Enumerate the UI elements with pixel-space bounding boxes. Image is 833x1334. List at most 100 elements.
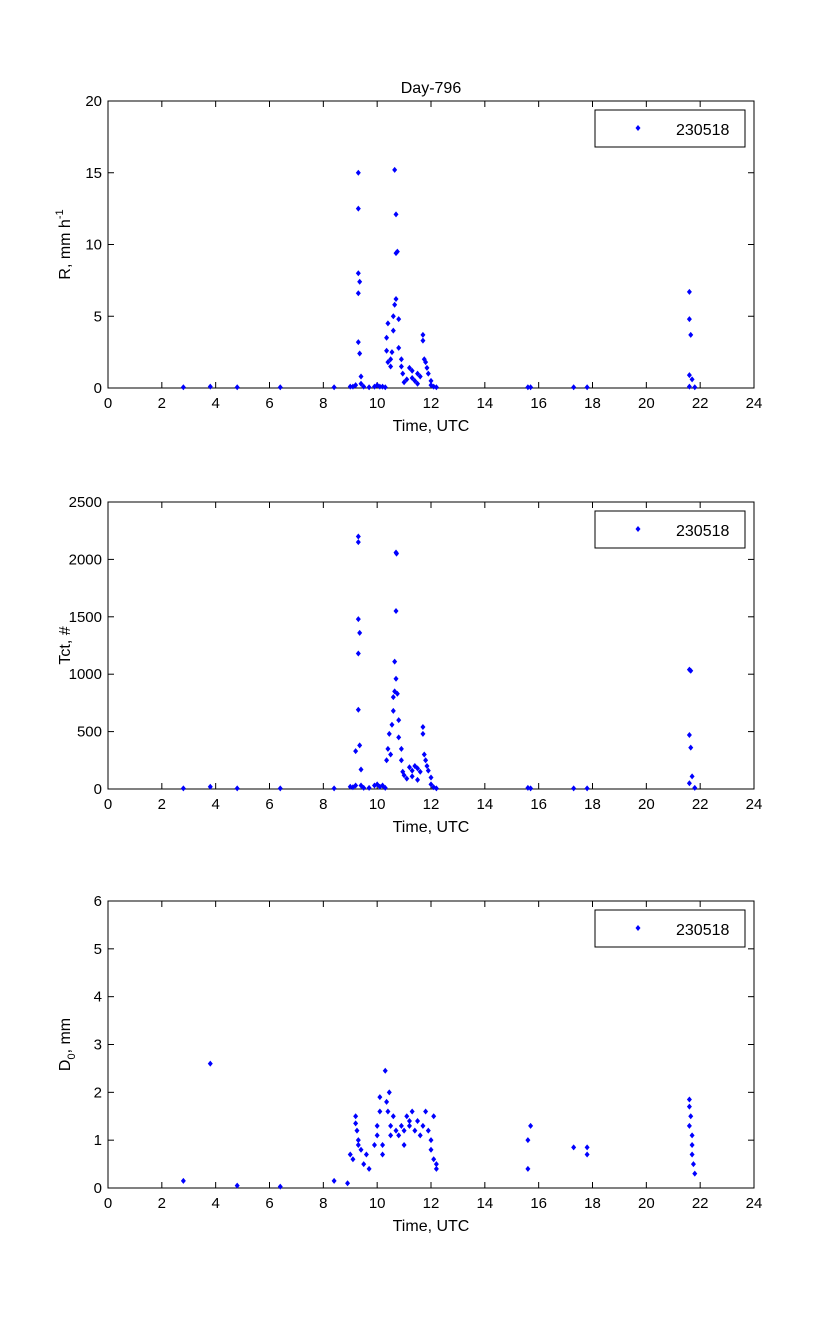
data-point [423,1108,429,1115]
data-point [525,1165,531,1172]
data-point [528,384,534,391]
data-point [688,1113,694,1120]
data-point [428,774,434,781]
data-point [415,776,421,783]
data-point [347,383,353,390]
data-point [425,767,431,774]
x-tick-label: 8 [319,395,327,412]
x-tick-label: 14 [476,1195,493,1212]
legend-marker [635,125,641,131]
data-point [433,1165,439,1172]
y-tick-label: 4 [94,989,102,1006]
data-point [388,363,394,370]
data-point [355,616,361,623]
data-point [689,376,695,383]
data-point [396,316,402,323]
x-tick-label: 16 [530,395,547,412]
data-point [584,384,590,391]
data-point [392,658,398,665]
data-point [358,373,364,380]
data-point [686,1122,692,1129]
legend-marker [635,925,641,931]
y-tick-label: 500 [77,724,102,741]
data-point [686,288,692,295]
data-point [350,1156,356,1163]
data-point [688,744,694,751]
x-tick-label: 24 [746,1195,763,1212]
data-point [207,1060,213,1067]
data-point [401,379,407,386]
data-point [357,629,363,636]
data-point [361,1161,367,1168]
data-point [686,372,692,379]
x-tick-label: 22 [692,1195,709,1212]
legend: 230518 [594,510,746,549]
data-point [396,717,402,724]
data-point [180,1177,186,1184]
data-point [377,1108,383,1115]
data-point [357,742,363,749]
data-point [385,745,391,752]
data-point [688,331,694,338]
data-point [571,785,577,792]
data-point [420,331,426,338]
data-point [384,1098,390,1105]
data-point [371,1141,377,1148]
data-point [420,337,426,344]
x-tick-label: 0 [104,1195,112,1212]
data-point [415,380,421,387]
x-tick-label: 18 [584,1195,601,1212]
data-point [423,359,429,366]
data-point [355,650,361,657]
x-tick-label: 2 [158,796,166,813]
x-tick-label: 22 [692,796,709,813]
data-point [401,1127,407,1134]
x-tick-label: 0 [104,395,112,412]
legend-label: 230518 [676,523,729,540]
data-point [382,384,388,391]
x-tick-label: 10 [369,395,386,412]
data-point [358,1146,364,1153]
data-point [686,1096,692,1103]
x-tick-label: 18 [584,395,601,412]
data-point [331,785,337,792]
data-point [382,784,388,791]
x-tick-label: 8 [319,796,327,813]
data-point [584,1151,590,1158]
data-point [353,1113,359,1120]
data-point [180,785,186,792]
data-point [409,1108,415,1115]
data-point [377,1094,383,1101]
data-point [433,1161,439,1168]
data-point [393,675,399,682]
y-tick-label: 0 [94,380,102,397]
data-point [180,384,186,391]
data-point [412,377,418,384]
data-point [409,374,415,381]
data-point [353,382,359,389]
data-point [412,1127,418,1134]
data-point [234,1182,240,1189]
data-point [377,383,383,390]
data-point [394,550,400,557]
data-point [277,785,283,792]
y-axis-label: D0, mm [57,1018,78,1071]
data-point [433,785,439,792]
y-tick-label: 0 [94,781,102,798]
data-point [404,376,410,383]
data-point [525,1137,531,1144]
data-point [424,364,430,371]
data-point [277,384,283,391]
data-point [398,356,404,363]
x-tick-label: 14 [476,796,493,813]
data-point [355,1137,361,1144]
data-point [361,383,367,390]
subplot-2: 0 2 4 6 8 10 12 14 16 18 20 22 240500100015002000250… [57,494,762,836]
legend-label: 230518 [676,122,729,139]
x-tick-label: 10 [369,1195,386,1212]
data-point [420,730,426,737]
y-axis-label: Tct, # [57,626,74,664]
data-point [404,775,410,782]
data-point [355,169,361,176]
